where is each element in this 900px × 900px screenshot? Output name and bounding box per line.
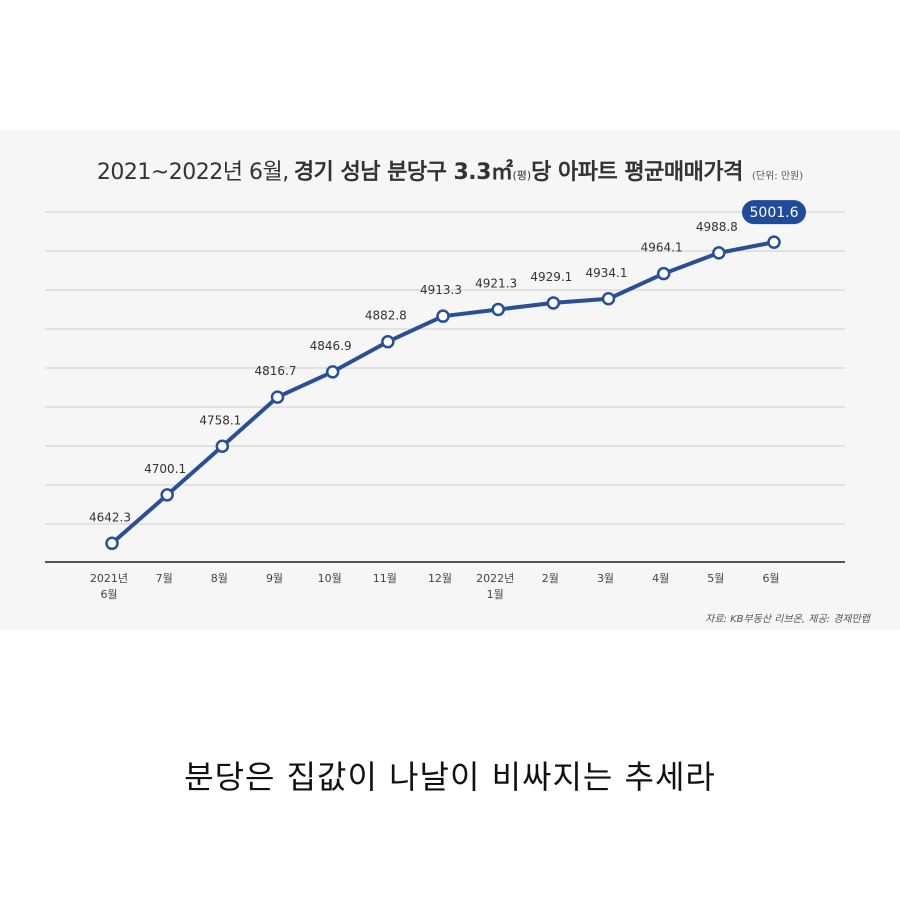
- x-tick-label: 2022년: [476, 572, 514, 585]
- x-tick-label: 2021년: [90, 572, 128, 585]
- data-point: [491, 302, 505, 317]
- data-label: 5001.6: [750, 205, 799, 221]
- data-label: 4642.3: [89, 510, 131, 524]
- data-label: 4846.9: [310, 339, 352, 353]
- x-tick-label: 8월: [211, 572, 228, 585]
- data-point: [712, 246, 726, 260]
- data-label: 4988.8: [696, 220, 738, 234]
- data-label: 4921.3: [475, 276, 517, 290]
- data-point: [436, 309, 450, 323]
- x-tick-label: 12월: [428, 572, 452, 585]
- x-tick-label: 7월: [156, 572, 173, 585]
- x-tick-label: 1월: [487, 588, 504, 601]
- x-tick-label: 9월: [266, 572, 283, 585]
- unit-note: (단위: 만원): [751, 171, 804, 182]
- title-pyeong: (평): [512, 169, 532, 182]
- data-label: 4913.3: [420, 283, 462, 297]
- x-tick-label: 3월: [597, 572, 614, 585]
- data-label: 4700.1: [144, 462, 186, 476]
- x-tick-label: 2월: [542, 572, 559, 585]
- source-note: 자료: KB부동산 리브온, 제공: 경제만랩: [705, 614, 870, 625]
- x-tick-label: 4월: [652, 572, 669, 585]
- data-point: [105, 536, 119, 551]
- title-main: 경기 성남 분당구 3.3㎡: [293, 160, 513, 185]
- x-tick-label: 11월: [373, 572, 397, 585]
- title-suffix: 당 아파트 평균매매가격: [531, 160, 743, 185]
- data-point: [381, 334, 395, 349]
- data-point: [546, 296, 561, 310]
- data-point: [656, 266, 671, 281]
- line-chart: 4642.3 4700.1 4758.1 4816.7 4846.9 4882.8 4913…: [45, 200, 845, 601]
- data-point: [160, 488, 174, 502]
- x-tick-label: 10월: [318, 572, 342, 585]
- title-prefix: 2021~2022년 6월,: [96, 160, 289, 185]
- x-tick-label: 6월: [100, 588, 117, 601]
- data-label: 4934.1: [586, 266, 628, 280]
- data-label: 4882.8: [365, 309, 407, 323]
- data-point: [270, 390, 285, 404]
- data-point: [601, 292, 616, 306]
- data-point: [215, 439, 230, 454]
- x-tick-label: 5월: [707, 572, 724, 585]
- chart-title: 2021~2022년 6월, 경기 성남 분당구 3.3㎡(평)당 아파트 평균…: [0, 154, 900, 186]
- data-label: 4816.7: [255, 364, 297, 378]
- data-label: 4964.1: [641, 241, 683, 255]
- highlight-label-badge: [742, 200, 806, 225]
- data-point: [767, 235, 781, 249]
- caption-text: 분당은 집값이 나날이 비싸지는 추세라: [184, 758, 716, 796]
- data-label: 4929.1: [530, 270, 572, 284]
- data-point: [325, 365, 340, 379]
- chart-panel: 2021~2022년 6월, 경기 성남 분당구 3.3㎡(평)당 아파트 평균…: [0, 130, 900, 630]
- x-tick-label: 6월: [762, 572, 779, 585]
- data-label: 4758.1: [199, 413, 241, 427]
